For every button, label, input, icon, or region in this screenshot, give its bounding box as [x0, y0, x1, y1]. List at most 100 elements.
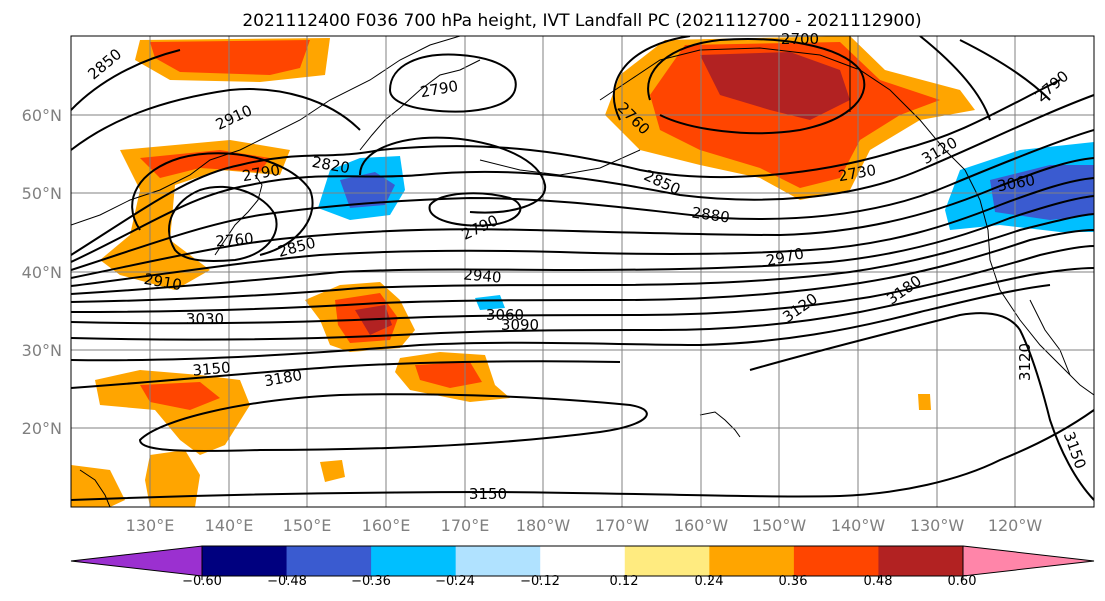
lon-label: 130°W [910, 516, 965, 535]
colorbar-segments [70, 545, 1095, 577]
colorbar-segment [709, 546, 795, 576]
lon-label: 130°E [126, 516, 175, 535]
coastline-kamchatka [359, 59, 481, 151]
ivt-field-orange [71, 465, 125, 507]
lon-label: 160°W [674, 516, 729, 535]
contour-line [71, 409, 1094, 501]
colorbar-segment [286, 546, 372, 576]
colorbar-tick-labels: −0.60 −0.48 −0.36 −0.24 −0.12 0.12 0.24 … [182, 574, 976, 589]
colorbar-tick-label: −0.12 [520, 574, 560, 589]
colorbar-ticks [201, 576, 964, 580]
lon-label: 180°W [516, 516, 571, 535]
colorbar-extend-max [962, 545, 1095, 577]
latitude-labels: 60°N 50°N 40°N 30°N 20°N [22, 106, 62, 438]
ivt-field-orange [320, 460, 345, 482]
coastline-asia [71, 36, 461, 226]
ivt-field-orange [145, 450, 200, 507]
colorbar-tick-label: 0.48 [864, 574, 893, 589]
lon-label: 170°E [441, 516, 490, 535]
contour-line [647, 38, 866, 135]
coastline-baja [1029, 299, 1071, 376]
colorbar: −0.60 −0.48 −0.36 −0.24 −0.12 0.12 0.24 … [70, 545, 1095, 589]
contour-line [131, 152, 314, 256]
colorbar-segment [455, 546, 541, 576]
contour-line [71, 177, 1094, 287]
height-contours [71, 36, 1094, 501]
colorbar-segment [793, 546, 879, 576]
coastlines [71, 36, 1094, 507]
contour-line [749, 312, 1094, 501]
ivt-field-red [150, 40, 310, 75]
colorbar-tick-label: −0.36 [351, 574, 391, 589]
contour-line [71, 129, 1094, 271]
contour-label: 2700 [781, 30, 819, 48]
colorbar-tick-label: 0.24 [695, 574, 724, 589]
map-area: 2850 2910 2790 2820 2760 2850 2910 3030 … [70, 30, 1095, 508]
colorbar-outline [201, 545, 964, 577]
colorbar-segment [202, 546, 288, 576]
contour-line [71, 284, 1051, 362]
contour-line [71, 267, 1094, 341]
lon-label: 170°W [595, 516, 650, 535]
contour-line [959, 39, 1051, 101]
coastline-philippines [79, 469, 111, 507]
ivt-field-darkred [700, 52, 850, 120]
map-title: 2021112400 F036 700 hPa height, IVT Land… [242, 11, 921, 31]
colorbar-tick-label: −0.24 [435, 574, 475, 589]
contour-label: 2760 [215, 229, 255, 250]
ivt-field-orange [100, 140, 290, 290]
colorbar-segment [624, 546, 710, 576]
lon-label: 150°W [752, 516, 807, 535]
contour-line [428, 192, 522, 227]
coastline-japan [214, 174, 263, 256]
contour-label: 3150 [469, 485, 507, 503]
colorbar-tick-label: 0.12 [610, 574, 639, 589]
ivt-field-lightblue [475, 295, 505, 310]
ivt-field-red [140, 382, 220, 410]
contour-line [71, 245, 1094, 325]
coastline-alaska [599, 47, 966, 171]
contour-line [71, 79, 1061, 256]
lat-label: 60°N [22, 106, 62, 125]
lat-label: 50°N [22, 184, 62, 203]
colorbar-segment [540, 546, 626, 576]
contour-line [71, 213, 1094, 303]
lat-label: 40°N [22, 263, 62, 282]
contour-line [919, 36, 991, 121]
colorbar-tick-label: −0.60 [182, 574, 222, 589]
colorbar-tick-label: −0.48 [267, 574, 307, 589]
contour-line [168, 185, 278, 262]
lon-label: 150°E [283, 516, 332, 535]
contour-label: 3060 [486, 306, 524, 324]
contour-label: 2880 [691, 203, 731, 226]
contour-line [71, 88, 361, 151]
contour-line [71, 157, 1094, 279]
contour-line [71, 195, 1094, 295]
contour-line [612, 36, 691, 121]
colorbar-segment [878, 546, 964, 576]
lon-label: 160°E [362, 516, 411, 535]
colorbar-extend-min [70, 545, 203, 577]
contour-line [388, 53, 517, 113]
contour-line [71, 360, 621, 389]
lon-label: 140°E [205, 516, 254, 535]
contour-line [71, 49, 181, 111]
ivt-field-orange [918, 394, 931, 410]
contour-line [71, 229, 1094, 313]
coastline-hawaii [699, 411, 741, 438]
lat-label: 20°N [22, 419, 62, 438]
map-frame [70, 35, 1095, 508]
lon-label: 140°W [831, 516, 886, 535]
contour-line [71, 94, 1094, 263]
contour-label: 3150 [192, 358, 232, 379]
lon-label: 120°W [988, 516, 1043, 535]
colorbar-tick-label: 0.60 [948, 574, 977, 589]
contour-line [138, 393, 648, 452]
contour-label: 3030 [186, 310, 224, 328]
colorbar-segment [371, 546, 457, 576]
lat-label: 30°N [22, 341, 62, 360]
contour-label: 2940 [463, 265, 503, 286]
longitude-labels: 130°E 140°E 150°E 160°E 170°E 180°W 170°… [126, 516, 1043, 535]
contour-label: 3120 [1016, 343, 1034, 381]
